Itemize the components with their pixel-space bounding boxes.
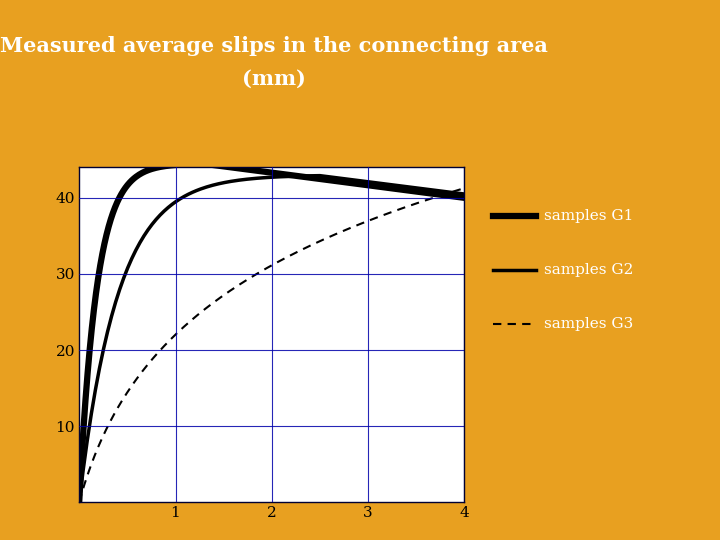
Text: samples G2: samples G2 bbox=[544, 263, 633, 277]
Text: samples G3: samples G3 bbox=[544, 317, 633, 331]
Text: Measured average slips in the connecting area: Measured average slips in the connecting… bbox=[0, 36, 547, 56]
Text: (mm): (mm) bbox=[242, 68, 305, 89]
Text: samples G1: samples G1 bbox=[544, 209, 633, 223]
